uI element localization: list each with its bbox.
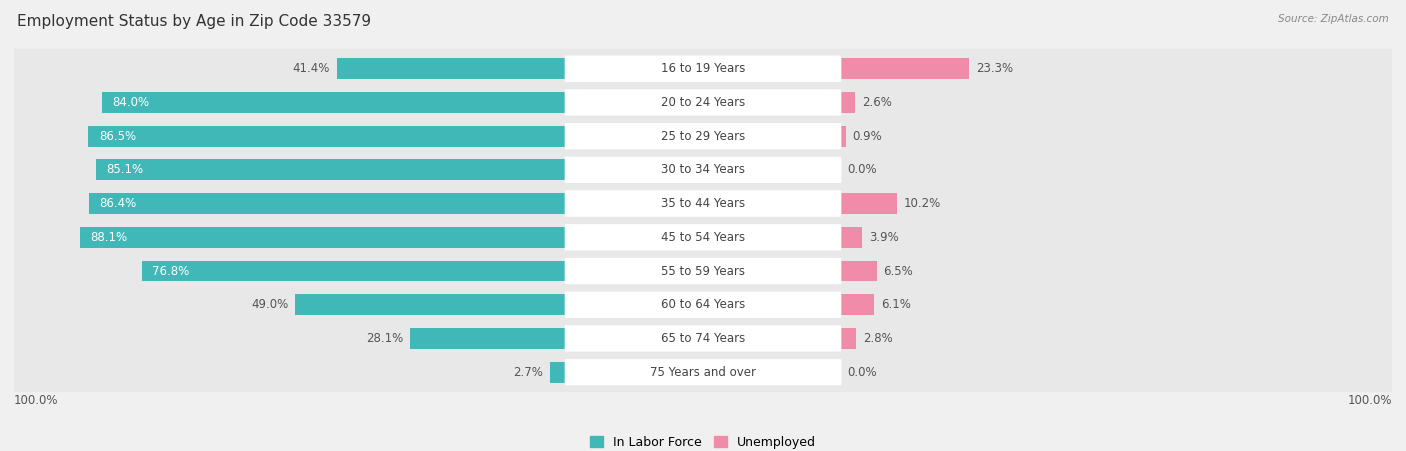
Text: 2.8%: 2.8% bbox=[863, 332, 893, 345]
FancyBboxPatch shape bbox=[14, 49, 1392, 88]
Text: 84.0%: 84.0% bbox=[112, 96, 149, 109]
Text: 6.1%: 6.1% bbox=[882, 298, 911, 311]
Text: 88.1%: 88.1% bbox=[90, 231, 127, 244]
Bar bbox=[337, 58, 565, 79]
FancyBboxPatch shape bbox=[14, 150, 1392, 190]
Bar bbox=[103, 92, 565, 113]
Text: 3.9%: 3.9% bbox=[869, 231, 898, 244]
Text: 100.0%: 100.0% bbox=[1347, 394, 1392, 407]
FancyBboxPatch shape bbox=[565, 325, 841, 352]
FancyBboxPatch shape bbox=[14, 318, 1392, 359]
FancyBboxPatch shape bbox=[14, 83, 1392, 122]
Text: 0.9%: 0.9% bbox=[852, 129, 883, 143]
Text: 10.2%: 10.2% bbox=[904, 197, 941, 210]
Text: 85.1%: 85.1% bbox=[107, 163, 143, 176]
Text: 20 to 24 Years: 20 to 24 Years bbox=[661, 96, 745, 109]
Text: 55 to 59 Years: 55 to 59 Years bbox=[661, 265, 745, 277]
Text: 30 to 34 Years: 30 to 34 Years bbox=[661, 163, 745, 176]
Text: 49.0%: 49.0% bbox=[252, 298, 288, 311]
Text: 41.4%: 41.4% bbox=[292, 62, 330, 75]
Bar bbox=[841, 58, 969, 79]
FancyBboxPatch shape bbox=[565, 190, 841, 217]
Text: Source: ZipAtlas.com: Source: ZipAtlas.com bbox=[1278, 14, 1389, 23]
Bar bbox=[841, 193, 897, 214]
FancyBboxPatch shape bbox=[14, 217, 1392, 257]
Bar bbox=[89, 193, 565, 214]
Text: 0.0%: 0.0% bbox=[848, 163, 877, 176]
Text: 86.4%: 86.4% bbox=[100, 197, 136, 210]
Text: 65 to 74 Years: 65 to 74 Years bbox=[661, 332, 745, 345]
Text: 0.0%: 0.0% bbox=[848, 366, 877, 379]
Text: 6.5%: 6.5% bbox=[883, 265, 914, 277]
FancyBboxPatch shape bbox=[565, 359, 841, 385]
Text: 2.6%: 2.6% bbox=[862, 96, 891, 109]
Text: 28.1%: 28.1% bbox=[366, 332, 404, 345]
FancyBboxPatch shape bbox=[14, 116, 1392, 156]
Text: 25 to 29 Years: 25 to 29 Years bbox=[661, 129, 745, 143]
FancyBboxPatch shape bbox=[565, 224, 841, 250]
FancyBboxPatch shape bbox=[565, 292, 841, 318]
Bar bbox=[295, 295, 565, 315]
Text: 2.7%: 2.7% bbox=[513, 366, 544, 379]
FancyBboxPatch shape bbox=[565, 123, 841, 149]
Bar bbox=[89, 126, 565, 147]
Bar bbox=[142, 261, 565, 281]
Text: 16 to 19 Years: 16 to 19 Years bbox=[661, 62, 745, 75]
FancyBboxPatch shape bbox=[565, 55, 841, 82]
FancyBboxPatch shape bbox=[14, 251, 1392, 291]
Text: 45 to 54 Years: 45 to 54 Years bbox=[661, 231, 745, 244]
Bar bbox=[841, 328, 856, 349]
Bar bbox=[411, 328, 565, 349]
Bar bbox=[96, 159, 565, 180]
Text: 86.5%: 86.5% bbox=[98, 129, 136, 143]
Bar bbox=[841, 227, 862, 248]
Bar bbox=[841, 295, 875, 315]
Bar bbox=[80, 227, 565, 248]
FancyBboxPatch shape bbox=[14, 285, 1392, 325]
Legend: In Labor Force, Unemployed: In Labor Force, Unemployed bbox=[585, 431, 821, 451]
Text: 100.0%: 100.0% bbox=[14, 394, 59, 407]
Bar bbox=[841, 126, 846, 147]
FancyBboxPatch shape bbox=[565, 156, 841, 183]
Text: Employment Status by Age in Zip Code 33579: Employment Status by Age in Zip Code 335… bbox=[17, 14, 371, 28]
Text: 60 to 64 Years: 60 to 64 Years bbox=[661, 298, 745, 311]
FancyBboxPatch shape bbox=[14, 352, 1392, 392]
Text: 75 Years and over: 75 Years and over bbox=[650, 366, 756, 379]
FancyBboxPatch shape bbox=[565, 258, 841, 284]
Text: 35 to 44 Years: 35 to 44 Years bbox=[661, 197, 745, 210]
Bar bbox=[841, 92, 855, 113]
FancyBboxPatch shape bbox=[14, 184, 1392, 224]
Bar bbox=[550, 362, 565, 382]
FancyBboxPatch shape bbox=[565, 89, 841, 115]
Text: 23.3%: 23.3% bbox=[976, 62, 1014, 75]
Bar bbox=[841, 261, 876, 281]
Text: 76.8%: 76.8% bbox=[152, 265, 190, 277]
